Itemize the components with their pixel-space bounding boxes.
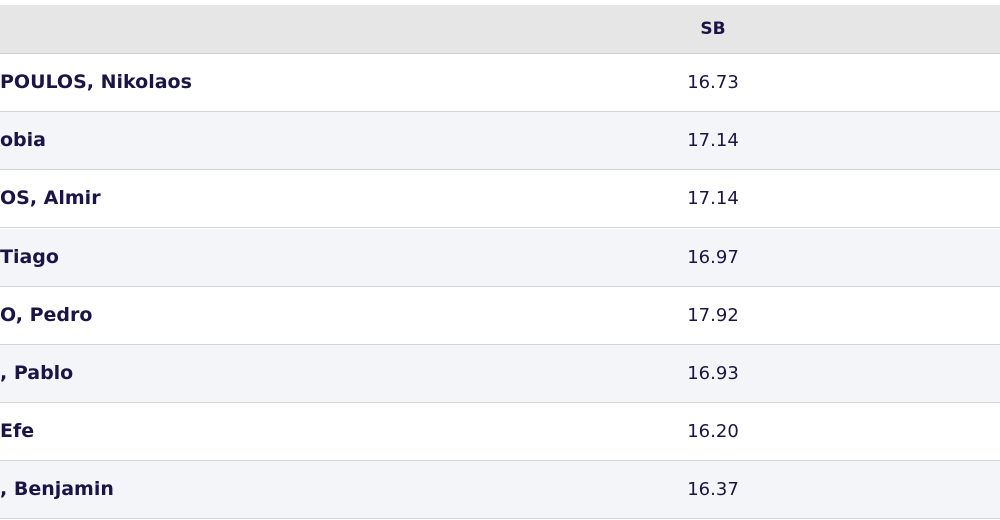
season-best: 17.14 — [687, 188, 739, 210]
season-best: 17.92 — [687, 304, 739, 326]
season-best: 16.20 — [687, 421, 739, 443]
table-row: Efe 16.20 — [0, 403, 1000, 462]
athlete-name: OS, Almir — [0, 187, 101, 210]
table-row: , Pablo 16.93 — [0, 345, 1000, 403]
athlete-name: Efe — [0, 420, 35, 443]
table-row: Tiago 16.97 — [0, 228, 1000, 287]
table-row: O, Pedro 17.92 — [0, 287, 1000, 345]
table-row: obia 17.14 — [0, 112, 1000, 171]
season-best: 16.93 — [687, 363, 739, 384]
athlete-name: obia — [0, 129, 46, 152]
season-best: 16.37 — [687, 479, 739, 501]
table-header: SB — [0, 5, 1000, 54]
season-best: 16.73 — [687, 72, 739, 93]
athlete-name: , Benjamin — [0, 478, 114, 501]
table-row: , Benjamin 16.37 — [0, 461, 1000, 520]
season-best: 16.97 — [687, 246, 739, 268]
athlete-name: , Pablo — [0, 362, 74, 384]
athlete-name: Tiago — [0, 245, 59, 268]
season-best: 17.14 — [687, 130, 739, 152]
table-row: OS, Almir 17.14 — [0, 170, 1000, 229]
athlete-name: O, Pedro — [0, 303, 93, 326]
column-header: SB — [700, 19, 726, 39]
table-row: POULOS, Nikolaos 16.73 — [0, 54, 1000, 112]
athlete-name: POULOS, Nikolaos — [0, 71, 192, 93]
